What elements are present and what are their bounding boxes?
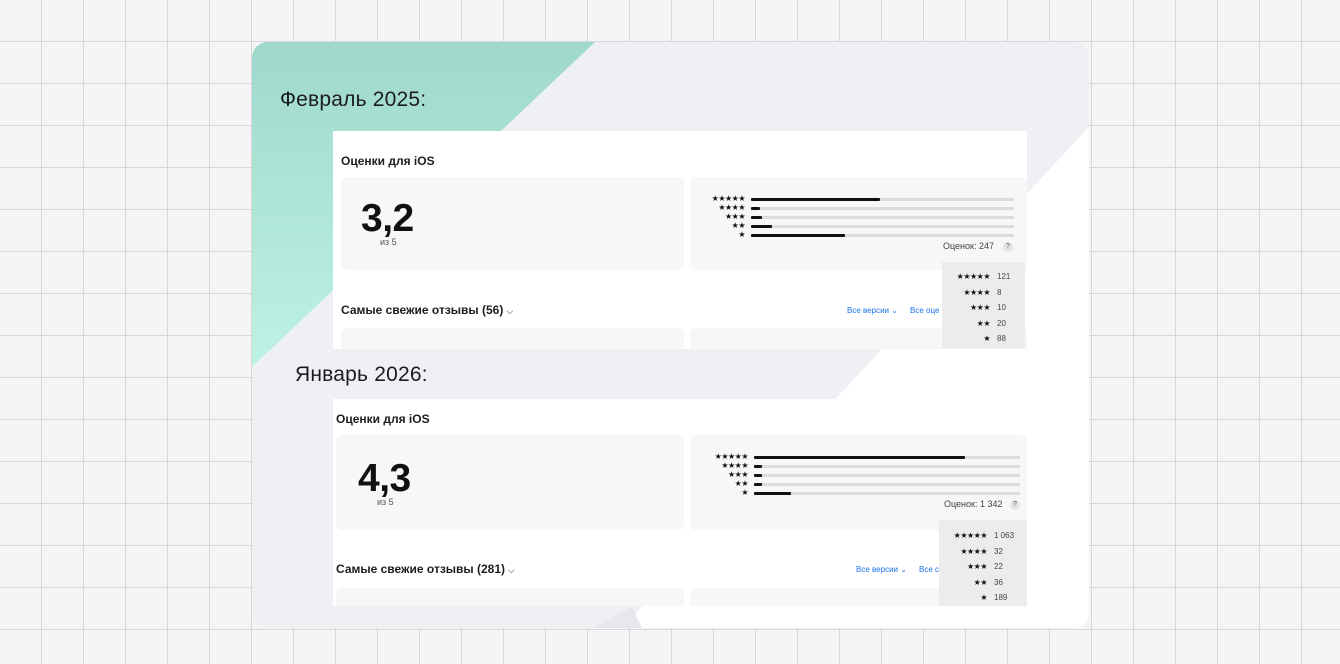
tooltip-count-3: 22 [994,562,1003,571]
versions-filter-label: Все версии [856,565,899,574]
stars-3-label: ★★★ [724,212,746,221]
recent-reviews-label: Самые свежие отзывы (56) [341,303,504,317]
rating-bar-1-stars [751,234,1014,237]
rating-bar-fill [751,207,760,210]
rating-bar-fill [754,456,965,459]
rating-breakdown-tooltip: ★★★★★ 121 ★★★★ 8 ★★★ 10 ★★ 20 ★ 88 [942,262,1025,349]
rating-bar-fill [751,225,773,228]
rating-distribution-panel: ★★★★★ ★★★★ ★★★ ★★ ★ Оценок: 1 342 ? [690,435,1027,530]
ratings-screenshot-jan-2026: Оценки для iOS 4,3 из 5 ★★★★★ ★★★★ ★★★ ★★ ★ … [333,399,1027,606]
rating-bar-fill [754,492,792,495]
tooltip-stars-1: ★ [983,334,990,343]
ratings-screenshot-feb-2025: Оценки для iOS 3,2 из 5 ★★★★★ ★★★★ ★★★ ★★ ★ … [333,131,1027,349]
ratings-section-title: Оценки для iOS [341,154,435,168]
review-card[interactable] [336,588,684,606]
help-icon[interactable]: ? [1003,242,1013,252]
rating-bar-2-stars [754,483,1020,486]
rating-bar-4-stars [751,207,1014,210]
rating-bar-5-stars [751,198,1014,201]
tooltip-stars-4: ★★★★ [963,287,990,297]
chevron-down-icon: ⌄ [900,565,907,574]
recent-reviews-title[interactable]: Самые свежие отзывы (281) ⌵ [336,562,515,576]
ratings-filter[interactable]: Все оце [910,306,939,315]
help-icon[interactable]: ? [1010,500,1020,510]
rating-breakdown-tooltip: ★★★★★ 1 063 ★★★★ 32 ★★★ 22 ★★ 36 ★ 189 [939,520,1027,606]
versions-filter[interactable]: Все версии ⌄ [847,306,898,315]
average-rating-panel: 3,2 из 5 [341,177,684,270]
rating-bar-fill [751,234,845,237]
tooltip-count-1: 189 [994,593,1008,602]
rating-bar-3-stars [754,474,1020,477]
rating-bar-fill [751,198,880,201]
tooltip-count-4: 32 [994,546,1003,556]
tooltip-count-1: 88 [997,334,1006,343]
total-ratings-label: Оценок: 1 342 [944,499,1003,509]
average-rating-value: 4,3 [358,457,411,500]
tooltip-count-3: 10 [997,303,1006,312]
rating-bar-fill [751,216,762,219]
review-card[interactable] [341,328,684,349]
stars-4-label: ★★★★ [721,461,748,470]
stars-4-label: ★★★★ [718,203,745,212]
ratings-filter-label: Все с [919,565,940,574]
stars-3-label: ★★★ [727,470,749,479]
period-heading-feb-2025: Февраль 2025: [280,88,427,111]
average-rating-panel: 4,3 из 5 [336,435,684,530]
stars-5-label: ★★★★★ [714,452,749,461]
stars-5-label: ★★★★★ [711,194,746,203]
rating-bar-3-stars [751,216,1014,219]
rating-bar-5-stars [754,456,1020,459]
chevron-down-icon: ⌵ [506,306,514,316]
tooltip-count-2: 20 [997,318,1006,328]
rating-bar-fill [754,483,762,486]
tooltip-stars-5: ★★★★★ [953,531,988,540]
tooltip-stars-2: ★★ [973,577,988,587]
tooltip-count-2: 36 [994,577,1003,587]
grey-accent-shape [592,607,642,628]
rating-bar-1-stars [754,492,1020,495]
tooltip-count-4: 8 [997,287,1002,297]
recent-reviews-label: Самые свежие отзывы (281) [336,562,506,576]
stars-1-label: ★ [738,230,745,239]
ratings-section-title: Оценки для iOS [336,412,430,426]
recent-reviews-title[interactable]: Самые свежие отзывы (56) ⌵ [341,303,513,317]
rating-scale-label: из 5 [380,237,397,247]
average-rating-value: 3,2 [361,197,414,240]
total-ratings-label: Оценок: 247 [943,241,994,251]
period-heading-jan-2026: Январь 2026: [295,363,428,386]
rating-distribution-panel: ★★★★★ ★★★★ ★★★ ★★ ★ Оценок: 247 ? [690,177,1027,270]
tooltip-stars-2: ★★ [976,318,991,328]
ratings-filter[interactable]: Все с [919,565,939,574]
tooltip-count-5: 121 [997,272,1011,281]
ratings-filter-label: Все оце [910,306,940,315]
rating-bar-fill [754,474,762,477]
versions-filter[interactable]: Все версии ⌄ [856,565,907,574]
chevron-down-icon: ⌄ [891,306,898,315]
rating-bar-4-stars [754,465,1020,468]
stars-2-label: ★★ [734,479,749,488]
tooltip-stars-1: ★ [980,593,987,602]
tooltip-stars-4: ★★★★ [960,546,987,556]
rating-scale-label: из 5 [377,497,394,507]
rating-bar-2-stars [751,225,1014,228]
rating-bar-fill [754,465,762,468]
tooltip-stars-3: ★★★ [969,303,991,312]
tooltip-stars-3: ★★★ [966,562,988,571]
stars-1-label: ★ [741,488,748,497]
chevron-down-icon: ⌵ [508,565,515,575]
tooltip-count-5: 1 063 [994,531,1015,540]
stars-2-label: ★★ [731,221,746,230]
comparison-card: Февраль 2025: Оценки для iOS 3,2 из 5 ★★… [252,42,1089,628]
versions-filter-label: Все версии [847,306,890,315]
tooltip-stars-5: ★★★★★ [956,272,991,281]
